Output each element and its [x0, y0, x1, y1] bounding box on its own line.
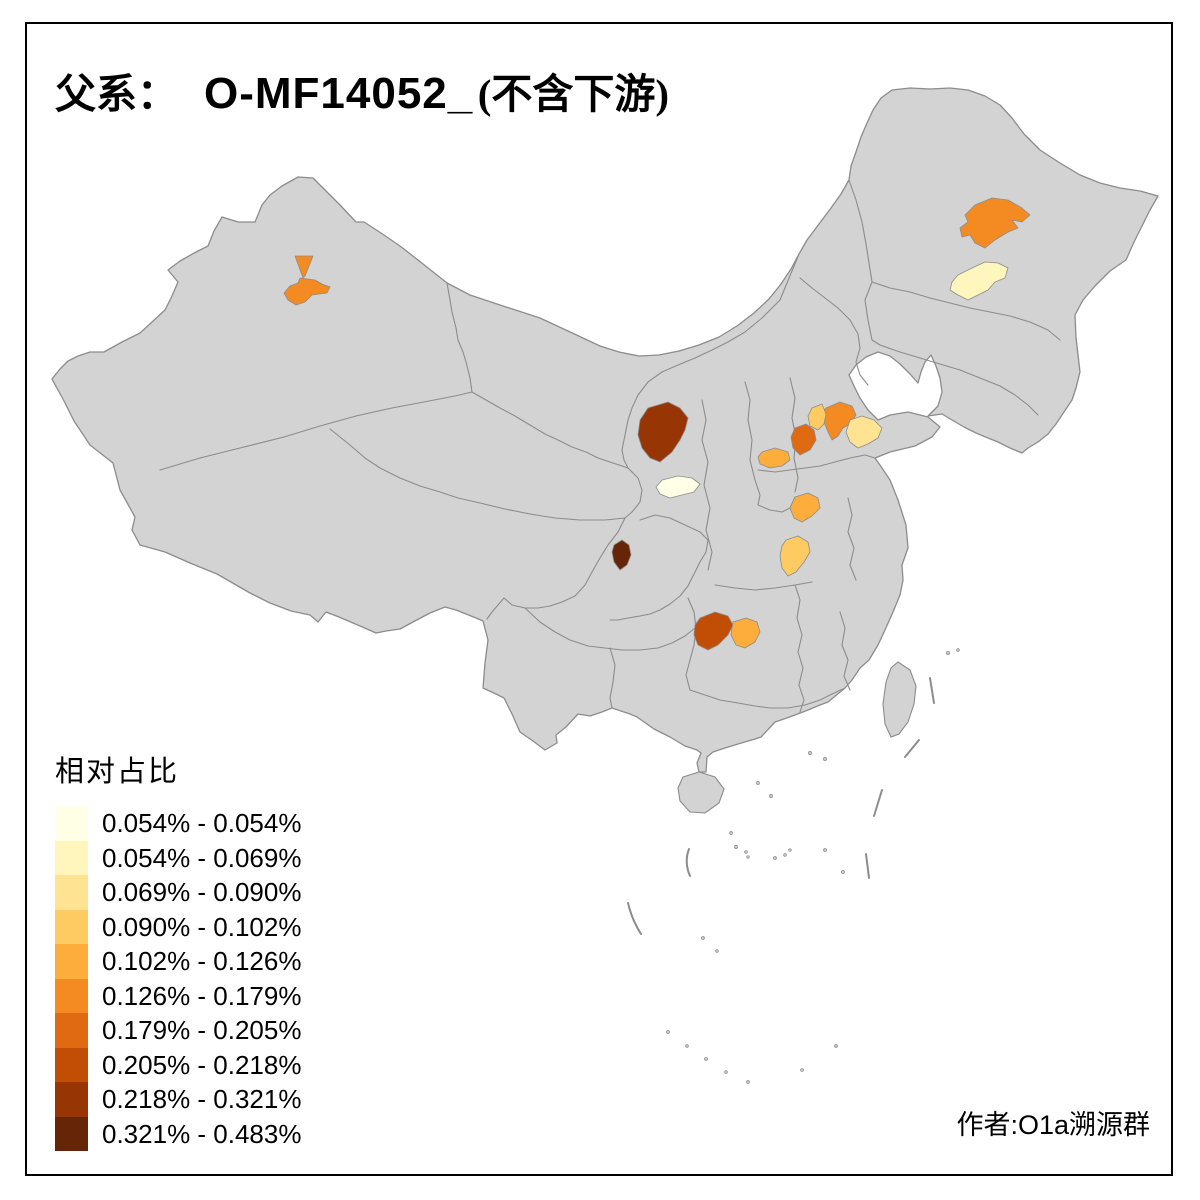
choropleth-regions	[283, 197, 1031, 651]
choropleth-region-r4	[637, 401, 689, 463]
choropleth-region-r6	[611, 539, 632, 571]
hainan-island	[677, 771, 725, 814]
legend-color-swatch	[55, 840, 88, 875]
title-suffix: (不含下游)	[477, 71, 669, 117]
legend-row: 0.126% - 0.179%	[55, 978, 302, 1013]
legend-row: 0.179% - 0.205%	[55, 1013, 301, 1048]
legend-range-label: 0.054% - 0.069%	[102, 842, 302, 873]
legend-title: 相对占比	[55, 756, 180, 788]
mainland-outline	[51, 87, 1159, 773]
choropleth-region-r9	[807, 403, 827, 431]
choropleth-region-r5	[655, 475, 701, 499]
choropleth-region-r7	[790, 423, 817, 456]
legend-range-label: 0.205% - 0.218%	[102, 1049, 302, 1080]
taiwan-island	[882, 661, 917, 738]
legend-row: 0.090% - 0.102%	[55, 909, 302, 944]
choropleth-region-r14	[693, 611, 734, 651]
choropleth-region-r2	[959, 197, 1031, 249]
legend-row: 0.218% - 0.321%	[55, 1082, 301, 1117]
legend-range-label: 0.102% - 0.126%	[102, 946, 302, 976]
legend: 相对占比 0.054% - 0.054% 0.054% - 0.069% 0.0…	[55, 748, 301, 1151]
legend-row: 0.069% - 0.090%	[55, 875, 301, 910]
choropleth-region-r3	[949, 261, 1009, 301]
sea-islets	[666, 648, 960, 1084]
legend-range-label: 0.179% - 0.205%	[102, 1015, 302, 1045]
legend-range-label: 0.090% - 0.102%	[102, 911, 302, 942]
map-title: 父系： O-MF14052_ (不含下游)	[55, 60, 669, 120]
legend-row: 0.054% - 0.054%	[55, 806, 301, 841]
legend-color-swatch	[55, 1116, 88, 1151]
legend-color-swatch	[55, 944, 88, 979]
legend-color-swatch	[55, 1082, 88, 1117]
legend-rows: 0.054% - 0.054% 0.054% - 0.069% 0.069% -…	[55, 806, 301, 1151]
legend-row: 0.054% - 0.069%	[55, 840, 302, 875]
legend-color-swatch	[55, 806, 88, 841]
choropleth-region-r1	[283, 255, 331, 306]
choropleth-region-r10	[845, 415, 883, 449]
legend-row: 0.205% - 0.218%	[55, 1047, 302, 1082]
choropleth-region-r15	[730, 617, 761, 649]
legend-range-label: 0.054% - 0.054%	[102, 808, 302, 838]
legend-range-label: 0.126% - 0.179%	[102, 980, 302, 1011]
attribution: 作者:O1a溯源群	[956, 1110, 1150, 1140]
choropleth-region-r11	[757, 447, 791, 469]
title-prefix: 父系：	[55, 71, 178, 117]
choropleth-region-r12	[789, 492, 821, 523]
legend-range-label: 0.321% - 0.483%	[102, 1118, 302, 1149]
legend-range-label: 0.069% - 0.090%	[102, 877, 302, 907]
legend-color-swatch	[55, 909, 88, 944]
legend-color-swatch	[55, 978, 88, 1013]
legend-color-swatch	[55, 1013, 88, 1048]
legend-row: 0.102% - 0.126%	[55, 944, 301, 979]
title-haplogroup: O-MF14052_	[204, 69, 474, 118]
legend-color-swatch	[55, 1047, 88, 1082]
legend-range-label: 0.218% - 0.321%	[102, 1084, 302, 1114]
sea-boundary-dashes	[627, 677, 935, 935]
legend-color-swatch	[55, 875, 88, 910]
choropleth-region-r13	[779, 535, 811, 577]
legend-row: 0.321% - 0.483%	[55, 1116, 302, 1151]
province-borders	[159, 179, 1061, 713]
